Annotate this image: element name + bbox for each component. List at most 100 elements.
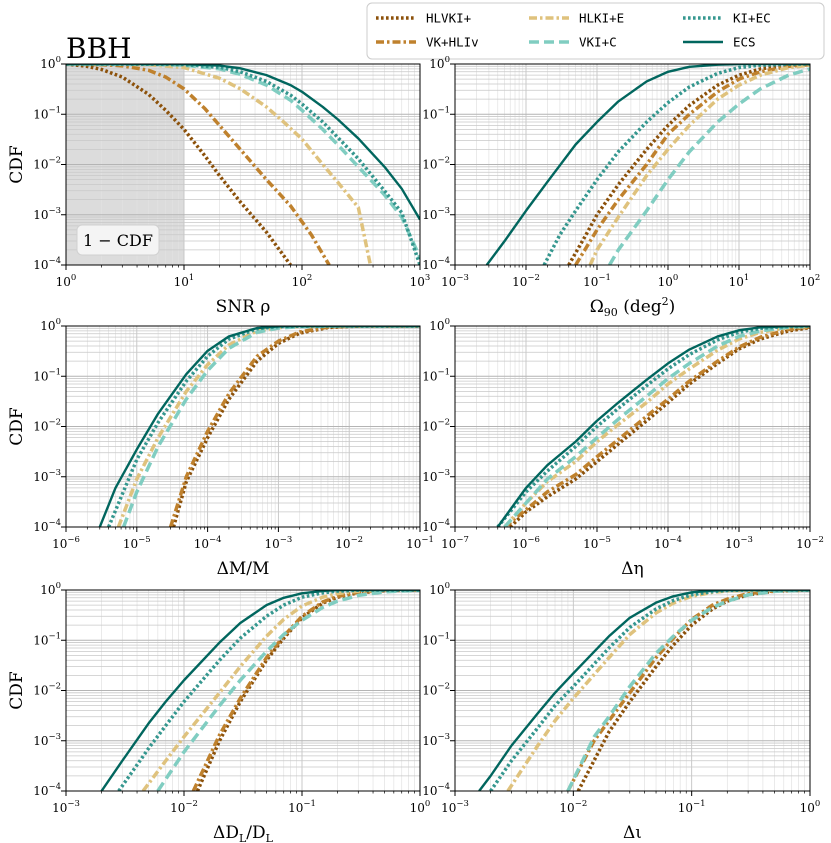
y-tick-label: 10−1 xyxy=(33,105,61,121)
y-tick-label: 10−3 xyxy=(33,206,61,222)
x-tick-label: 10−3 xyxy=(52,799,80,815)
x-tick-label: 10−2 xyxy=(335,535,363,551)
x-tick-label: 10−5 xyxy=(123,535,151,551)
legend-entry: HLKI+E xyxy=(529,11,624,26)
legend: HLVKI+ VK+HLIv HLKI+E VKI+C KI+EC ECS xyxy=(366,2,825,60)
legend-label: VK+HLIv xyxy=(426,35,479,50)
x-tick-label: 10−2 xyxy=(170,799,198,815)
x-tick-label: 10−7 xyxy=(441,535,469,551)
x-tick-label: 10−4 xyxy=(194,535,222,551)
grid xyxy=(455,326,810,527)
x-tick-label: 10−6 xyxy=(512,535,540,551)
x-tick-label: 10−4 xyxy=(654,535,682,551)
x-tick-label: 100 xyxy=(800,799,821,815)
y-tick-label: 10−4 xyxy=(33,782,61,798)
x-tick-label: 10−3 xyxy=(441,799,469,815)
x-tick-label: 102 xyxy=(800,273,821,289)
x-tick-label: 101 xyxy=(729,273,750,289)
y-tick-label: 100 xyxy=(429,55,450,71)
series-line xyxy=(168,326,420,527)
x-tick-label: 102 xyxy=(292,273,313,289)
legend-entry: VK+HLIv xyxy=(376,35,479,50)
y-tick-label: 10−4 xyxy=(33,256,61,272)
y-tick-label: 10−2 xyxy=(422,156,450,172)
y-tick-label: 10−2 xyxy=(422,418,450,434)
legend-entry: KI+EC xyxy=(683,11,771,26)
series-line xyxy=(171,326,420,527)
y-tick-label: 10−4 xyxy=(422,518,450,534)
series-line xyxy=(566,590,810,791)
x-tick-label: 103 xyxy=(410,273,431,289)
x-tick-label: 101 xyxy=(174,273,195,289)
y-tick-label: 100 xyxy=(40,55,61,71)
panel-snr: 1 − CDF 100 101 102 103 10−4 10−3 10−2 10−1 100 SN… xyxy=(7,55,430,317)
panel-eta: 10−7 10−6 10−5 10−4 10−3 10−2 10−4 10−3 10−2 10−1… xyxy=(422,317,824,579)
x-tick-label: 10−2 xyxy=(559,799,587,815)
series-line xyxy=(116,326,420,527)
y-tick-label: 10−3 xyxy=(33,732,61,748)
y-tick-label: 10−3 xyxy=(422,732,450,748)
figure-title: BBH xyxy=(66,32,132,65)
y-tick-label: 10−4 xyxy=(33,518,61,534)
legend-label: ECS xyxy=(733,35,756,50)
legend-label: HLKI+E xyxy=(579,11,624,26)
x-tick-label: 10−5 xyxy=(583,535,611,551)
x-tick-label: 10−1 xyxy=(406,535,434,551)
x-axis-label: ΔDL/DL xyxy=(213,823,274,843)
y-tick-label: 10−2 xyxy=(33,418,61,434)
panel-omega: 10−3 10−2 10−1 100 101 10210−410−310−210−1100… xyxy=(422,55,820,319)
y-tick-label: 10−2 xyxy=(33,156,61,172)
x-tick-label: 10−2 xyxy=(512,273,540,289)
series-line xyxy=(66,64,292,265)
legend-entry: HLVKI+ xyxy=(376,11,471,26)
series-line xyxy=(66,64,373,265)
series-line xyxy=(567,64,810,265)
y-axis-label: CDF xyxy=(7,407,27,446)
annotation: 1 − CDF xyxy=(76,224,160,256)
y-tick-label: 10−3 xyxy=(422,206,450,222)
x-tick-label: 10−6 xyxy=(52,535,80,551)
series-line xyxy=(489,590,810,791)
series-group xyxy=(496,326,810,527)
y-tick-label: 10−3 xyxy=(33,468,61,484)
x-axis-label: SNR ρ xyxy=(216,297,271,317)
series-line xyxy=(191,590,420,791)
y-tick-label: 10−1 xyxy=(422,631,450,647)
y-axis-label: CDF xyxy=(7,145,27,184)
y-tick-label: 10−4 xyxy=(422,256,450,272)
annotation-text: 1 − CDF xyxy=(83,231,153,250)
series-line xyxy=(574,64,810,265)
x-tick-label: 10−3 xyxy=(725,535,753,551)
y-tick-label: 100 xyxy=(40,317,61,333)
series-line xyxy=(496,326,810,527)
series-line xyxy=(588,64,810,265)
legend-label: KI+EC xyxy=(733,11,771,26)
y-tick-label: 10−3 xyxy=(422,468,450,484)
series-line xyxy=(156,590,420,791)
y-tick-label: 10−1 xyxy=(422,105,450,121)
series-line xyxy=(503,326,810,527)
x-axis-label: Δι xyxy=(623,823,642,843)
panel-distance: 10−3 10−2 10−1 10010−410−310−210−1100ΔDL/DL… xyxy=(7,581,430,843)
grid xyxy=(455,590,810,791)
y-tick-label: 10−2 xyxy=(33,682,61,698)
y-tick-label: 100 xyxy=(40,581,61,597)
y-tick-label: 100 xyxy=(429,581,450,597)
legend-label: VKI+C xyxy=(579,35,617,50)
panel-chirp-mass: 10−6 10−5 10−4 10−3 10−2 10−1 10−4 10−3 10−2 10−1… xyxy=(7,317,434,579)
x-tick-label: 100 xyxy=(56,273,77,289)
y-tick-label: 10−2 xyxy=(422,682,450,698)
y-tick-label: 10−4 xyxy=(422,782,450,798)
legend-label: HLVKI+ xyxy=(426,11,471,26)
series-line xyxy=(107,326,420,527)
x-tick-label: 10−3 xyxy=(441,273,469,289)
series-line xyxy=(607,67,810,265)
y-axis-label: CDF xyxy=(7,671,27,710)
series-group xyxy=(478,590,810,791)
x-tick-label: 100 xyxy=(410,799,431,815)
y-tick-label: 10−1 xyxy=(33,367,61,383)
